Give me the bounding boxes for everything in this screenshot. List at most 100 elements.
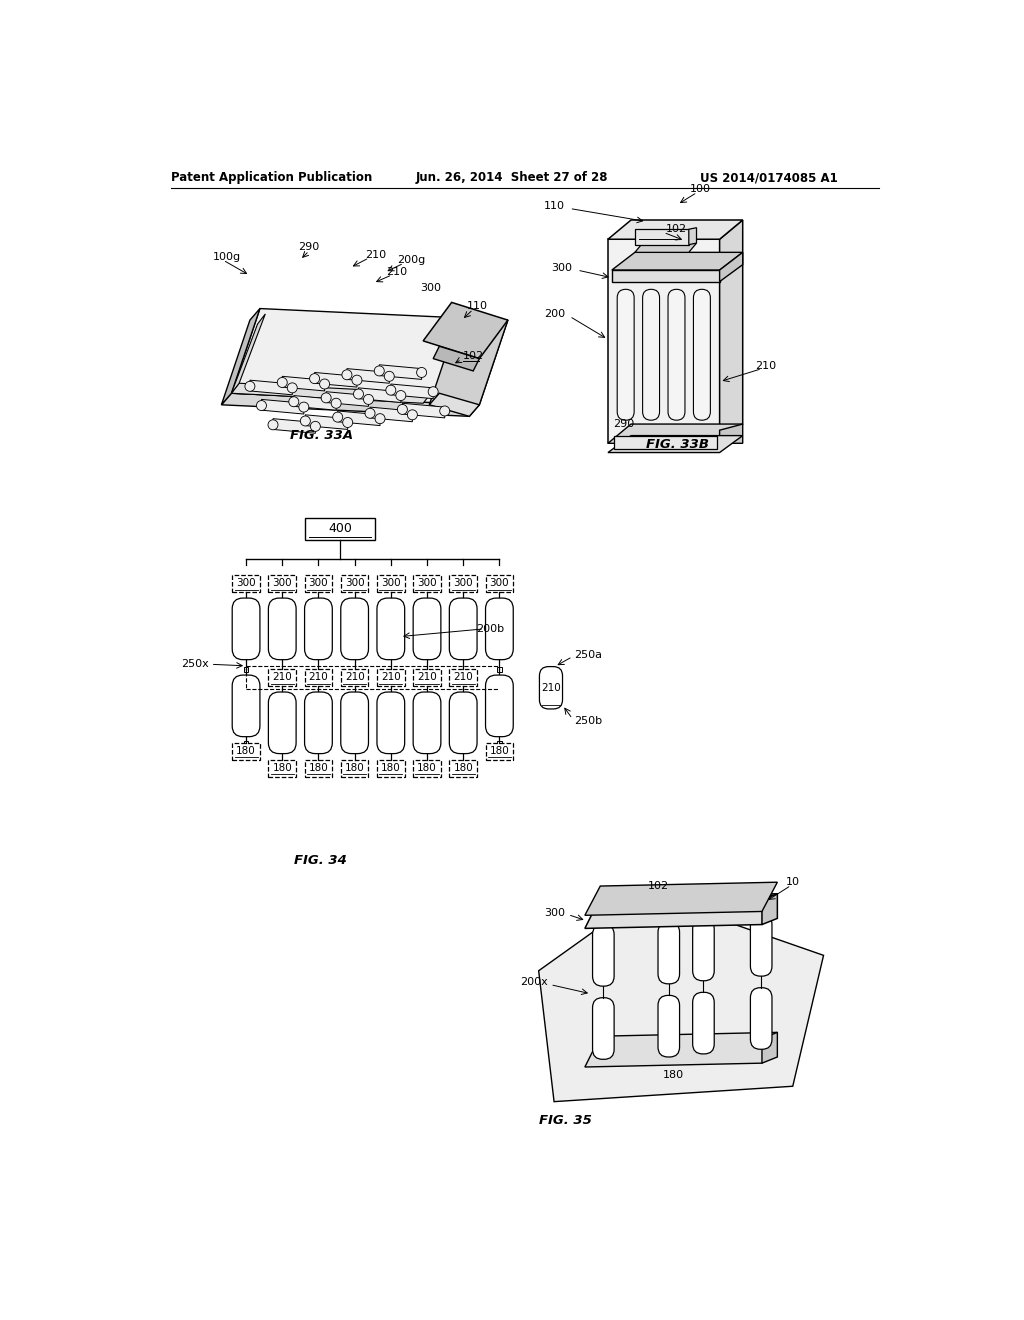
Text: 210: 210 [386,267,407,277]
FancyBboxPatch shape [540,667,562,709]
Circle shape [408,409,418,420]
Circle shape [256,400,266,411]
Circle shape [374,366,384,376]
Polygon shape [611,252,742,271]
FancyBboxPatch shape [658,995,680,1057]
Circle shape [397,404,408,414]
FancyBboxPatch shape [341,692,369,754]
Polygon shape [608,239,720,444]
Bar [377,760,404,776]
Polygon shape [358,388,400,403]
Text: 290: 290 [612,418,634,429]
Polygon shape [608,220,742,239]
FancyBboxPatch shape [268,598,296,660]
FancyBboxPatch shape [377,692,404,754]
Polygon shape [231,383,431,404]
FancyBboxPatch shape [751,915,772,977]
Circle shape [364,395,374,404]
Text: 180: 180 [381,763,400,774]
Polygon shape [585,882,777,915]
Circle shape [245,381,255,391]
Polygon shape [379,364,422,379]
Circle shape [352,375,361,385]
Text: 200b: 200b [476,624,504,634]
Polygon shape [585,894,777,928]
Polygon shape [635,243,696,252]
Text: 210: 210 [272,672,292,682]
Text: 102: 102 [463,351,484,362]
Text: 180: 180 [489,746,509,756]
Bar [244,742,249,746]
Text: 290: 290 [299,242,319,252]
Text: 180: 180 [237,746,256,756]
Bar [304,669,333,686]
FancyBboxPatch shape [751,987,772,1049]
Polygon shape [261,400,304,414]
FancyBboxPatch shape [304,692,333,754]
Polygon shape [720,252,742,281]
Circle shape [319,379,330,389]
Text: 300: 300 [417,578,437,589]
Bar [450,576,477,591]
Circle shape [310,421,321,432]
Polygon shape [720,220,742,444]
Circle shape [300,416,310,426]
Text: 300: 300 [552,263,572,273]
Bar [305,517,375,540]
Text: 210: 210 [454,672,473,682]
Text: 210: 210 [381,672,400,682]
Polygon shape [608,436,742,453]
FancyBboxPatch shape [341,598,369,660]
Text: 210: 210 [365,249,386,260]
Polygon shape [305,414,348,429]
FancyBboxPatch shape [450,598,477,660]
FancyBboxPatch shape [643,289,659,420]
Text: 400: 400 [328,523,352,536]
Bar [268,576,296,591]
Bar [497,668,502,672]
Circle shape [396,391,406,400]
Text: 210: 210 [345,672,365,682]
Text: 250x: 250x [181,659,209,669]
FancyBboxPatch shape [413,598,441,660]
Polygon shape [611,271,720,281]
Polygon shape [635,230,689,244]
FancyBboxPatch shape [693,289,711,420]
Circle shape [299,403,309,412]
FancyBboxPatch shape [692,993,714,1053]
FancyBboxPatch shape [304,598,333,660]
Bar [244,668,249,672]
Text: 110: 110 [544,201,565,211]
Circle shape [386,385,396,395]
Polygon shape [326,392,369,407]
Circle shape [268,420,278,430]
Polygon shape [433,346,479,371]
Text: 180: 180 [345,763,365,774]
Polygon shape [689,227,696,244]
Bar [413,576,441,591]
Polygon shape [762,894,777,924]
Polygon shape [338,411,380,425]
Polygon shape [720,424,742,444]
Polygon shape [231,309,508,405]
Text: 210: 210 [308,672,329,682]
FancyBboxPatch shape [268,692,296,754]
Text: 102: 102 [647,880,669,891]
Bar [497,742,502,746]
FancyBboxPatch shape [232,675,260,737]
FancyBboxPatch shape [413,692,441,754]
Circle shape [417,367,427,378]
FancyBboxPatch shape [668,289,685,420]
Text: 300: 300 [345,578,365,589]
Text: US 2014/0174085 A1: US 2014/0174085 A1 [700,172,838,185]
Text: FIG. 34: FIG. 34 [294,854,347,867]
Text: Patent Application Publication: Patent Application Publication [171,172,372,185]
Text: 180: 180 [454,763,473,774]
Polygon shape [314,372,357,387]
Text: 200g: 200g [397,255,426,265]
Bar [485,743,513,760]
Text: 102: 102 [666,224,687,234]
Circle shape [365,408,375,418]
Bar [341,576,369,591]
Text: 300: 300 [454,578,473,589]
